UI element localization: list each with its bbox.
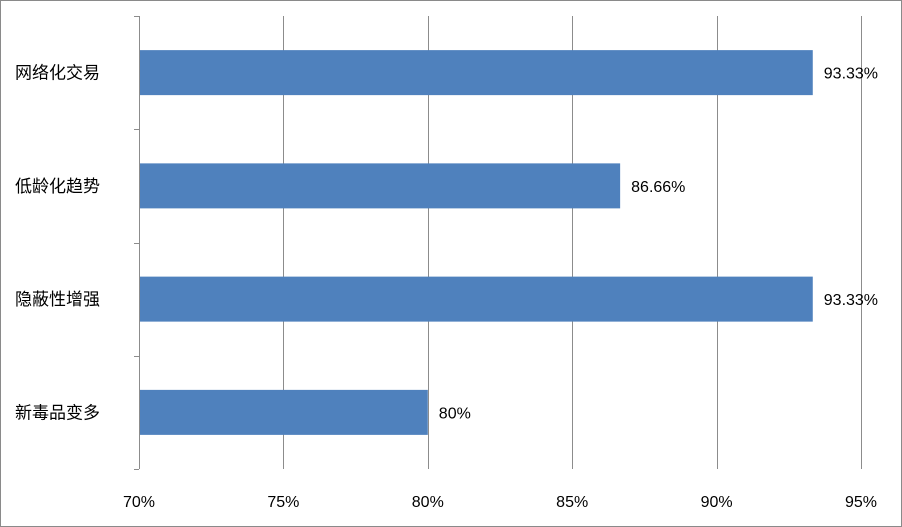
bar-3 xyxy=(139,389,428,435)
category-label-2: 隐蔽性增强 xyxy=(15,290,100,310)
category-label-0: 网络化交易 xyxy=(15,64,100,84)
bar-0 xyxy=(139,50,813,96)
labels: 93.33% 网络化交易 86.66% 低龄化趋势 93.33% 隐蔽性增强 80% 新毒品变… xyxy=(15,64,878,511)
data-label-0: 93.33% xyxy=(824,66,878,83)
category-label-3: 新毒品变多 xyxy=(15,403,100,423)
bar-2 xyxy=(139,276,813,322)
data-label-3: 80% xyxy=(439,405,471,422)
x-tick-label-70: 70% xyxy=(123,494,155,511)
data-label-2: 93.33% xyxy=(824,292,878,309)
axes xyxy=(134,16,140,470)
x-tick-label-80: 80% xyxy=(412,494,444,511)
bar-1 xyxy=(139,163,621,209)
data-label-1: 86.66% xyxy=(631,179,685,196)
category-label-1: 低龄化趋势 xyxy=(15,177,100,197)
x-tick-label-95: 95% xyxy=(845,494,877,511)
bars xyxy=(139,50,813,435)
x-tick-label-85: 85% xyxy=(556,494,588,511)
x-tick-label-90: 90% xyxy=(701,494,733,511)
x-tick-label-75: 75% xyxy=(267,494,299,511)
